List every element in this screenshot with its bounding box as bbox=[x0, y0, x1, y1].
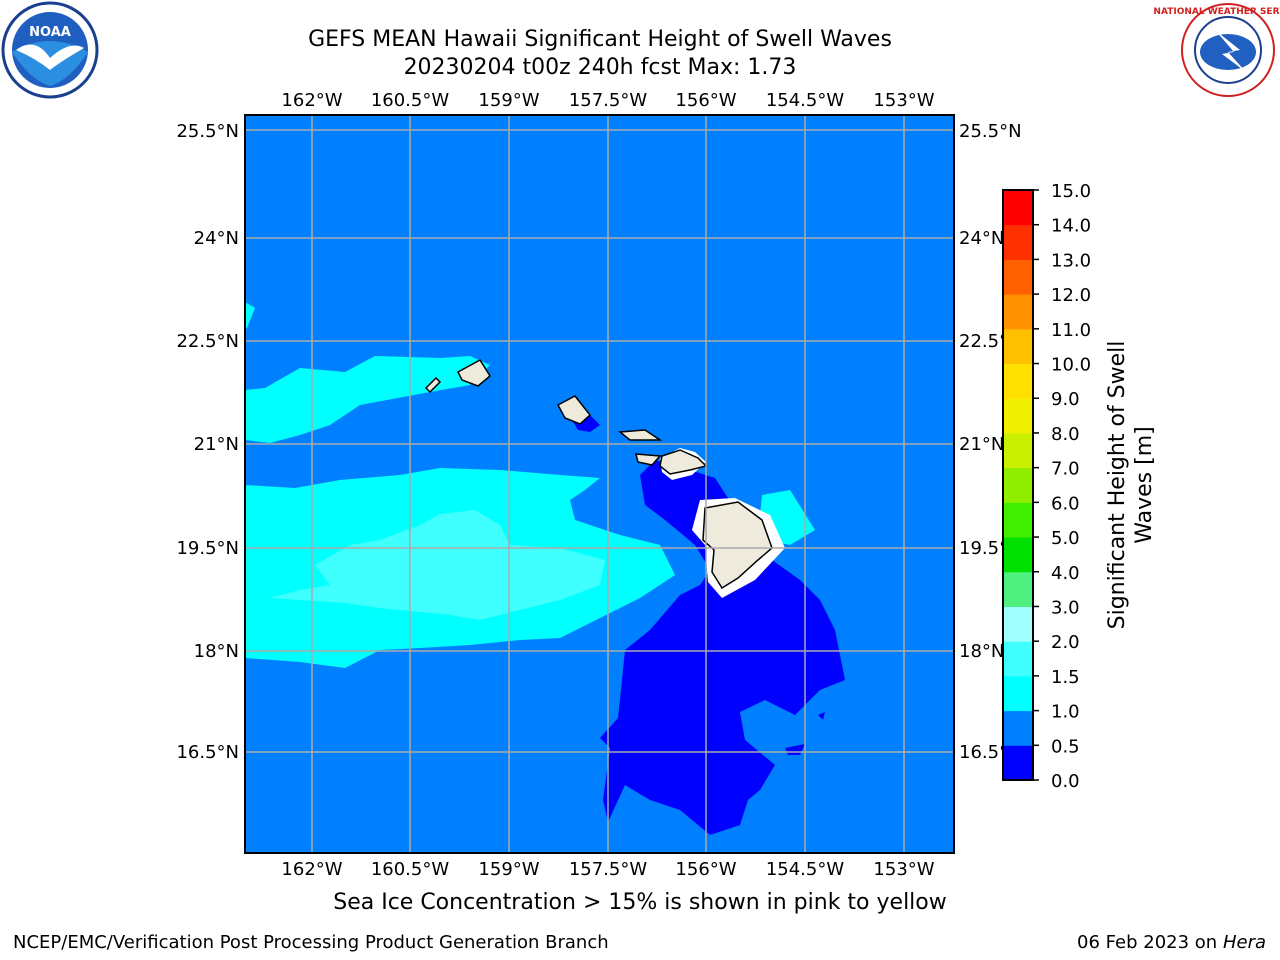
island-maui bbox=[659, 449, 708, 475]
colorbar-tick-label: 10.0 bbox=[1051, 355, 1091, 376]
colorbar-segment bbox=[1003, 363, 1033, 399]
colorbar-tick-label: 12.0 bbox=[1051, 285, 1091, 306]
lat-label: 24°N bbox=[959, 228, 1004, 249]
lat-label: 16.5°N bbox=[176, 742, 239, 763]
sea-ice-note: Sea Ice Concentration > 15% is shown in … bbox=[0, 890, 1280, 915]
nws-logo: NATIONAL WEATHER SERVICE bbox=[1153, 3, 1280, 97]
colorbar-segment bbox=[1003, 224, 1033, 260]
lon-labels-top: 162°W 160.5°W 159°W 157.5°W 156°W 154.5°… bbox=[281, 90, 934, 111]
lon-label: 159°W bbox=[478, 859, 539, 880]
lon-label: 157.5°W bbox=[569, 859, 648, 880]
nws-logo-text: NATIONAL WEATHER SERVICE bbox=[1153, 7, 1280, 17]
colorbar-tick-label: 9.0 bbox=[1051, 389, 1080, 410]
colorbar-tick-label: 15.0 bbox=[1051, 181, 1091, 202]
colorbar-tick-label: 0.5 bbox=[1051, 736, 1080, 757]
lat-label: 24°N bbox=[194, 228, 239, 249]
footer-machine: Hera bbox=[1222, 932, 1266, 953]
lat-label: 21°N bbox=[959, 434, 1004, 455]
colorbar-segment bbox=[1003, 294, 1033, 330]
lat-label: 25.5°N bbox=[959, 121, 1022, 142]
colorbar-tick-label: 2.0 bbox=[1051, 632, 1080, 653]
lon-label: 153°W bbox=[873, 859, 934, 880]
island-hawaii bbox=[702, 501, 773, 590]
colorbar-segment bbox=[1003, 467, 1033, 503]
sea-ice-note-text: Sea Ice Concentration > 15% is shown in … bbox=[333, 890, 947, 915]
island-kahoolawe bbox=[635, 453, 662, 466]
island-niihau bbox=[424, 376, 442, 394]
map-field bbox=[245, 115, 954, 853]
colorbar-segment bbox=[1003, 641, 1033, 677]
colorbar-tick-label: 0.0 bbox=[1051, 771, 1080, 792]
lon-label: 160.5°W bbox=[371, 859, 450, 880]
footer-credit: NCEP/EMC/Verification Post Processing Pr… bbox=[13, 932, 609, 953]
swell-band-north bbox=[245, 356, 490, 443]
colorbar-ticks: 0.0 0.5 1.0 1.5 2.0 3.0 4.0 5.0 6.0 7.0 8.0 9.0 10.0… bbox=[1033, 181, 1091, 792]
colorbar-label-line1: Significant Height of Swell bbox=[1105, 341, 1130, 630]
noaa-logo-text: NOAA bbox=[29, 25, 71, 40]
colorbar-frame bbox=[1002, 189, 1034, 781]
lat-label: 22.5°N bbox=[176, 331, 239, 352]
colorbar bbox=[1002, 189, 1034, 781]
colorbar-segment bbox=[1003, 745, 1033, 781]
lon-label: 153°W bbox=[873, 90, 934, 111]
colorbar-tick-label: 11.0 bbox=[1051, 320, 1091, 341]
lon-label: 156°W bbox=[675, 90, 736, 111]
footer-date: 06 Feb 2023 on Hera bbox=[1077, 932, 1266, 953]
island-kauai bbox=[457, 359, 491, 387]
lat-label: 21°N bbox=[194, 434, 239, 455]
colorbar-segment bbox=[1003, 606, 1033, 642]
lat-label: 18°N bbox=[194, 641, 239, 662]
lat-label: 25.5°N bbox=[176, 121, 239, 142]
footer-date-text: 06 Feb 2023 on bbox=[1077, 932, 1218, 953]
lat-label: 18°N bbox=[959, 641, 1004, 662]
colorbar-segment bbox=[1003, 398, 1033, 434]
colorbar-segment bbox=[1003, 328, 1033, 365]
colorbar-tick-label: 1.0 bbox=[1051, 702, 1080, 723]
colorbar-segment bbox=[1003, 190, 1033, 226]
lat-label: 19.5°N bbox=[176, 538, 239, 559]
colorbar-segment bbox=[1003, 537, 1033, 573]
swell-band-northwest bbox=[245, 302, 255, 330]
colorbar-segment bbox=[1003, 502, 1033, 538]
colorbar-segment bbox=[1003, 259, 1033, 295]
map-subtitle: 20230204 t00z 240h fcst Max: 1.73 bbox=[403, 55, 797, 80]
colorbar-segment bbox=[1003, 571, 1033, 607]
swell-patch-high bbox=[270, 510, 605, 620]
lon-label: 154.5°W bbox=[766, 859, 845, 880]
lon-labels-bottom: 162°W 160.5°W 159°W 157.5°W 156°W 154.5°… bbox=[281, 859, 934, 880]
colorbar-tick-label: 7.0 bbox=[1051, 459, 1080, 480]
colorbar-tick-label: 5.0 bbox=[1051, 528, 1080, 549]
colorbar-tick-label: 14.0 bbox=[1051, 216, 1091, 237]
colorbar-tick-label: 8.0 bbox=[1051, 424, 1080, 445]
lon-label: 156°W bbox=[675, 859, 736, 880]
colorbar-tick-label: 4.0 bbox=[1051, 563, 1080, 584]
map-title: GEFS MEAN Hawaii Significant Height of S… bbox=[308, 27, 892, 52]
map-gridlines bbox=[245, 115, 954, 853]
swell-lee-region bbox=[600, 460, 845, 835]
island-molokai bbox=[618, 429, 663, 441]
colorbar-segment bbox=[1003, 675, 1033, 712]
lon-label: 160.5°W bbox=[371, 90, 450, 111]
colorbar-label-line2: Waves [m] bbox=[1132, 426, 1157, 543]
lon-label: 162°W bbox=[281, 90, 342, 111]
lon-label: 157.5°W bbox=[569, 90, 648, 111]
noaa-logo: NOAA bbox=[1, 1, 99, 99]
lon-label: 154.5°W bbox=[766, 90, 845, 111]
map-frame bbox=[244, 114, 955, 854]
colorbar-tick-label: 13.0 bbox=[1051, 250, 1091, 271]
colorbar-segment bbox=[1003, 710, 1033, 746]
colorbar-tick-label: 3.0 bbox=[1051, 597, 1080, 618]
lat-labels-left: 25.5°N 24°N 22.5°N 21°N 19.5°N 18°N 16.5… bbox=[176, 121, 239, 763]
colorbar-segment bbox=[1003, 432, 1033, 469]
colorbar-tick-label: 1.5 bbox=[1051, 667, 1080, 688]
island-oahu bbox=[556, 395, 592, 425]
lon-label: 162°W bbox=[281, 859, 342, 880]
lon-label: 159°W bbox=[478, 90, 539, 111]
colorbar-tick-label: 6.0 bbox=[1051, 493, 1080, 514]
